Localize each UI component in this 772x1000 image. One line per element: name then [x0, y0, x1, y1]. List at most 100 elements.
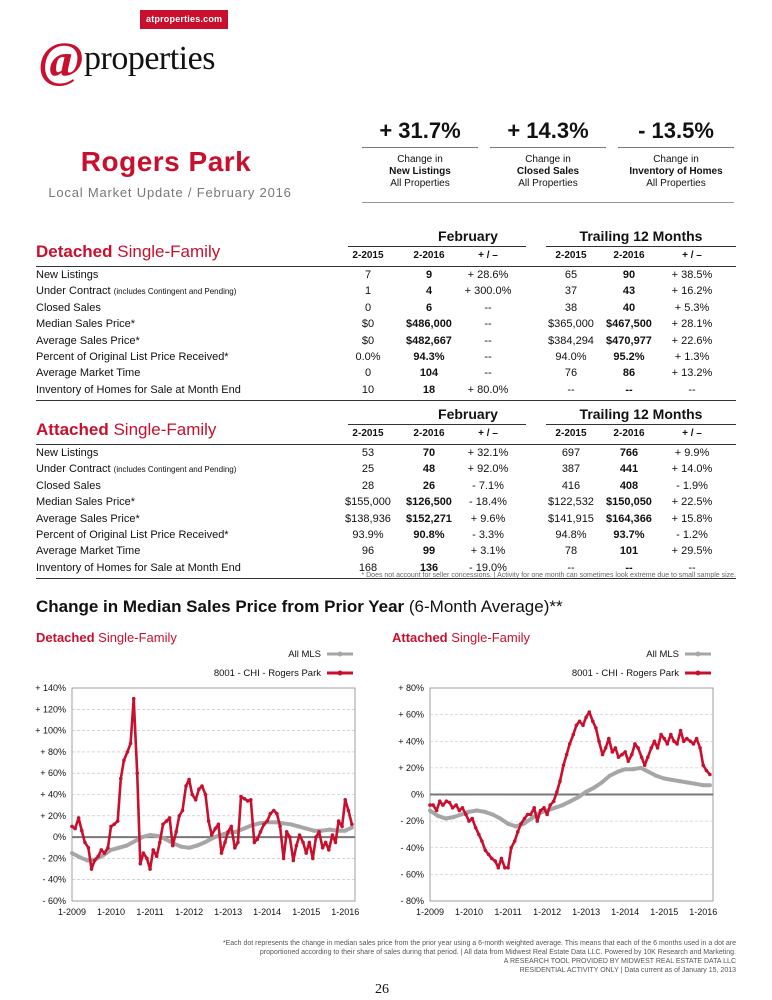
series-point: [70, 851, 74, 856]
site-url-badge[interactable]: atproperties.com: [140, 10, 229, 29]
y-tick-label: + 40%: [398, 736, 424, 746]
series-point: [691, 742, 696, 746]
table-cell: 697: [561, 447, 581, 459]
table-cell: --: [484, 334, 492, 347]
series-point: [206, 819, 211, 823]
table-cell: 408: [619, 479, 639, 492]
series-point: [701, 763, 705, 767]
series-point: [597, 739, 601, 744]
median-section-title: Change in Median Sales Price from Prior …: [36, 597, 563, 616]
series-point: [288, 835, 292, 839]
table-cell: 95.2%: [613, 350, 645, 363]
group-trailing: Trailing 12 Months: [579, 228, 703, 244]
series-point: [320, 846, 325, 850]
legend-marker: [337, 670, 343, 676]
header-rule: [546, 424, 736, 425]
series-point: [581, 723, 585, 728]
table-cell: 40: [622, 301, 636, 314]
column-header: + / –: [682, 428, 702, 439]
table-body: New Listings 7 9 + 28.6% 65 90 + 38.5% Under C…: [36, 268, 736, 399]
table-cell: 93.7%: [613, 528, 645, 541]
series-point: [529, 816, 534, 821]
y-tick-label: - 80%: [400, 896, 424, 906]
table-cell: $384,294: [548, 334, 594, 347]
kpi-inventory: - 13.5% Change in Inventory of Homes All…: [618, 118, 734, 189]
series-point: [304, 826, 309, 831]
series-point: [86, 846, 91, 850]
x-tick-label: 1-2014: [611, 907, 639, 917]
y-tick-label: - 20%: [400, 816, 424, 826]
y-tick-label: + 140%: [35, 683, 66, 693]
series-point: [85, 858, 90, 863]
area-title: Rogers Park: [80, 146, 252, 177]
table-cell: 70: [422, 447, 436, 459]
series-point: [346, 808, 351, 813]
series-point: [242, 797, 247, 801]
series-point: [652, 739, 657, 744]
table-cell: $138,936: [345, 512, 391, 525]
table-cell: 65: [564, 269, 578, 281]
series-point: [584, 715, 588, 720]
series-point: [249, 798, 253, 802]
x-tick-label: 1-2013: [214, 907, 242, 917]
y-tick-label: - 60%: [400, 869, 424, 879]
series-point: [233, 846, 237, 850]
x-tick-label: 1-2015: [292, 907, 320, 917]
series-point: [314, 835, 318, 839]
row-label: Median Sales Price*: [36, 496, 136, 509]
series-point: [431, 803, 435, 807]
series-point: [330, 833, 335, 837]
page-number: 26: [375, 982, 389, 997]
series-point: [460, 806, 465, 810]
table-cell: 96: [361, 545, 375, 558]
series-point: [599, 780, 604, 785]
section-title: Detached Single-Family: [36, 242, 221, 261]
row-label: Average Sales Price*: [36, 334, 140, 347]
y-tick-label: 0%: [53, 832, 66, 842]
series-point: [685, 780, 690, 785]
series-point: [626, 759, 631, 763]
series-point: [631, 767, 635, 772]
table-row: Average Market Time 96 99 + 3.1% 78 101 + 29.…: [36, 544, 736, 560]
series-point: [140, 835, 145, 840]
series-point: [532, 806, 536, 810]
series-point: [474, 808, 479, 813]
table-cell: $365,000: [548, 318, 594, 331]
series-point: [447, 800, 452, 805]
series-point: [607, 773, 612, 778]
table-cell: 441: [619, 463, 639, 476]
series-point: [681, 739, 686, 744]
table-cell: 387: [561, 463, 581, 476]
kpi-value: + 31.7%: [362, 118, 478, 148]
series-point: [613, 746, 618, 750]
series-point: [135, 771, 139, 775]
table-cell: 136: [419, 561, 439, 574]
table-cell: 43: [622, 285, 636, 298]
legend-label: All MLS: [646, 649, 679, 660]
table-row: Inventory of Homes for Sale at Month End…: [36, 383, 736, 399]
series-point: [70, 824, 74, 829]
series-point: [241, 826, 246, 831]
table-cell: + 15.8%: [671, 512, 713, 525]
table-cell: --: [567, 561, 575, 574]
table-row: Under Contract (includes Contingent and …: [36, 462, 736, 478]
table-cell: --: [484, 350, 492, 363]
row-label: Percent of Original List Price Received*: [36, 350, 229, 363]
series-point: [571, 732, 576, 737]
series-point: [685, 736, 689, 741]
series-point: [564, 752, 569, 757]
series-point: [148, 833, 153, 837]
group-month: February: [438, 406, 498, 422]
table-cell: --: [484, 367, 492, 380]
series-point: [252, 840, 257, 845]
series-point: [233, 829, 238, 834]
x-tick-label: 1-2010: [97, 907, 125, 917]
series-point: [603, 746, 608, 750]
series-point: [229, 824, 234, 829]
series-point: [128, 741, 133, 746]
series-point: [327, 848, 331, 852]
series-point: [525, 812, 530, 817]
series-point: [443, 816, 448, 821]
attached-table: February Trailing 12 Months Attached Singl…: [36, 406, 736, 580]
header-rule: [348, 246, 526, 247]
